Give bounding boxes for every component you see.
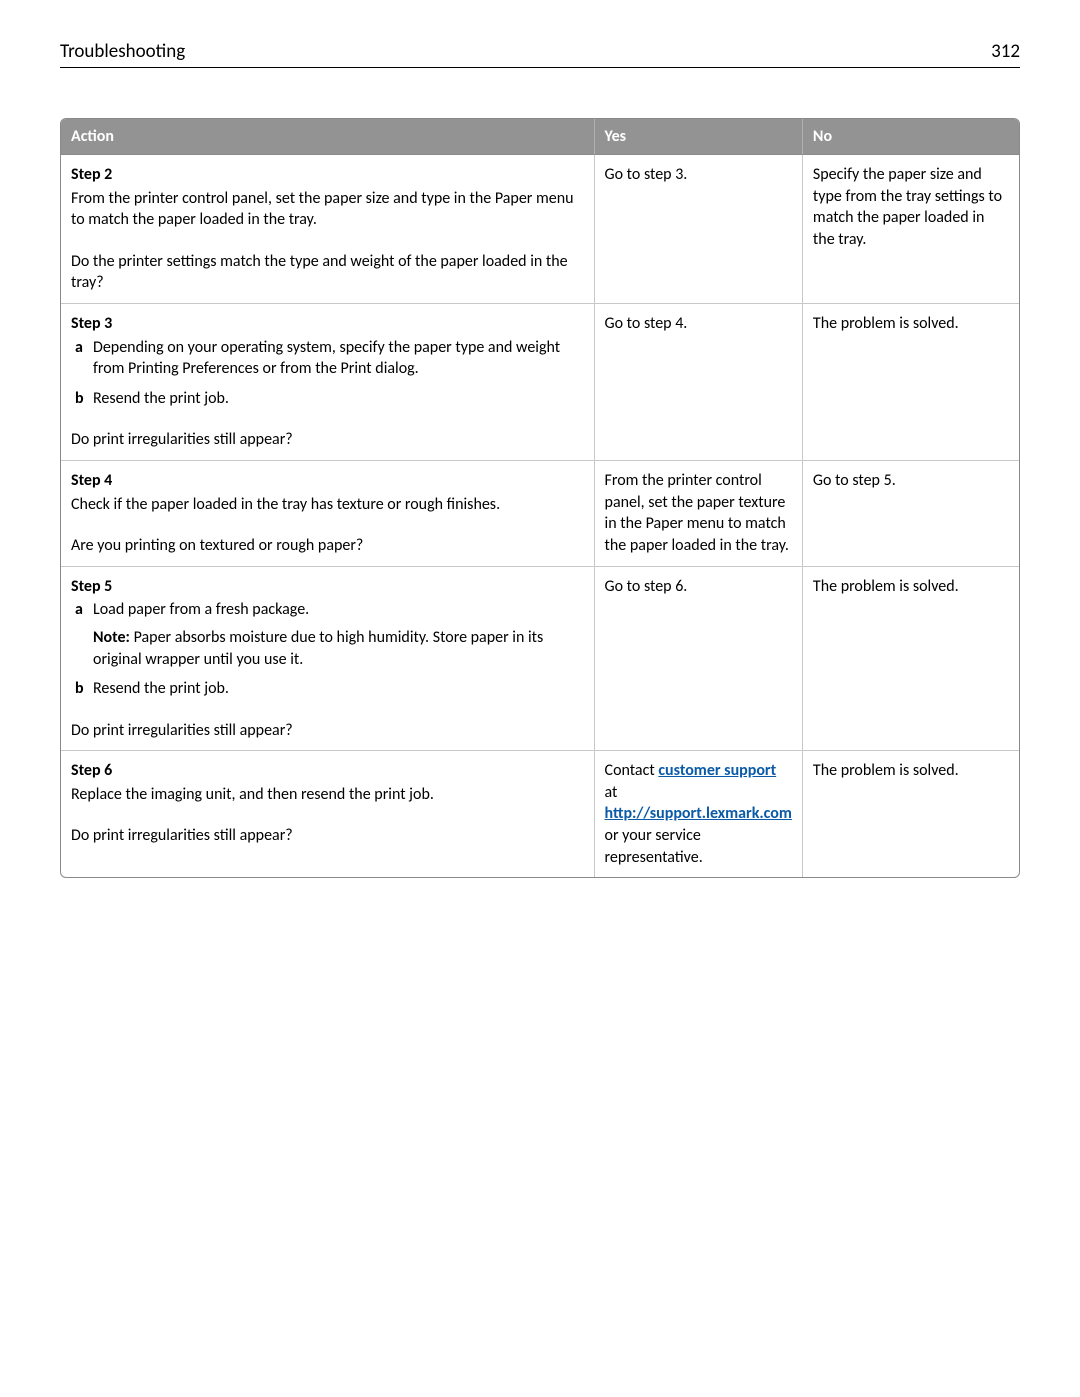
table-row: Step 4 Check if the paper loaded in the …	[61, 461, 1019, 567]
substeps-list: a Load paper from a fresh package. Note:…	[71, 599, 584, 699]
substep-text: Resend the print job.	[93, 678, 584, 700]
step-question: Do print irregularities still appear?	[71, 429, 584, 451]
no-cell: The problem is solved.	[803, 751, 1019, 877]
substep-marker: a	[71, 599, 93, 670]
substep-a-text: Load paper from a fresh package.	[93, 600, 309, 619]
yes-cell: Go to step 3.	[595, 155, 803, 304]
no-cell: Go to step 5.	[803, 461, 1019, 567]
yes-pre-text: Contact	[605, 761, 659, 780]
substeps-list: a Depending on your operating system, sp…	[71, 337, 584, 410]
no-cell: The problem is solved.	[803, 304, 1019, 461]
customer-support-link[interactable]: customer support	[658, 761, 776, 780]
action-cell: Step 3 a Depending on your operating sys…	[61, 304, 595, 461]
page-number: 312	[991, 40, 1020, 63]
yes-mid-text: at	[605, 783, 618, 802]
col-header-no: No	[803, 119, 1019, 155]
substep-b: b Resend the print job.	[71, 678, 584, 700]
yes-cell: Go to step 6.	[595, 567, 803, 752]
yes-cell: From the printer control panel, set the …	[595, 461, 803, 567]
substep-text: Depending on your operating system, spec…	[93, 337, 584, 380]
action-cell: Step 4 Check if the paper loaded in the …	[61, 461, 595, 567]
step-title: Step 5	[71, 576, 584, 598]
troubleshooting-table: Action Yes No Step 2 From the printer co…	[60, 118, 1020, 878]
substep-marker: b	[71, 678, 93, 700]
action-cell: Step 2 From the printer control panel, s…	[61, 155, 595, 304]
col-header-action: Action	[61, 119, 595, 155]
col-header-yes: Yes	[595, 119, 803, 155]
step-title: Step 3	[71, 313, 584, 335]
yes-cell: Contact customer support at http://suppo…	[595, 751, 803, 877]
step-question: Do the printer settings match the type a…	[71, 251, 584, 294]
table-row: Step 5 a Load paper from a fresh package…	[61, 567, 1019, 752]
page-header: Troubleshooting 312	[60, 40, 1020, 68]
step-question: Do print irregularities still appear?	[71, 720, 584, 742]
substep-text: Resend the print job.	[93, 388, 584, 410]
substep-text: Load paper from a fresh package. Note: P…	[93, 599, 584, 670]
substep-marker: b	[71, 388, 93, 410]
table-row: Step 2 From the printer control panel, s…	[61, 155, 1019, 304]
yes-cell: Go to step 4.	[595, 304, 803, 461]
substep-a: a Load paper from a fresh package. Note:…	[71, 599, 584, 670]
note-label: Note:	[93, 628, 130, 647]
note-text: Paper absorbs moisture due to high humid…	[93, 628, 543, 669]
step-title: Step 6	[71, 760, 584, 782]
table-header-row: Action Yes No	[61, 119, 1019, 155]
action-cell: Step 6 Replace the imaging unit, and the…	[61, 751, 595, 877]
table-row: Step 6 Replace the imaging unit, and the…	[61, 751, 1019, 877]
header-title: Troubleshooting	[60, 40, 185, 63]
substep-a: a Depending on your operating system, sp…	[71, 337, 584, 380]
step-body: From the printer control panel, set the …	[71, 188, 584, 231]
substep-marker: a	[71, 337, 93, 380]
substep-b: b Resend the print job.	[71, 388, 584, 410]
table-row: Step 3 a Depending on your operating sys…	[61, 304, 1019, 461]
note-block: Note: Paper absorbs moisture due to high…	[93, 627, 584, 670]
step-body: Check if the paper loaded in the tray ha…	[71, 494, 584, 516]
step-body: Replace the imaging unit, and then resen…	[71, 784, 584, 806]
action-cell: Step 5 a Load paper from a fresh package…	[61, 567, 595, 752]
step-question: Do print irregularities still appear?	[71, 825, 584, 847]
no-cell: Specify the paper size and type from the…	[803, 155, 1019, 304]
step-title: Step 2	[71, 164, 584, 186]
no-cell: The problem is solved.	[803, 567, 1019, 752]
step-question: Are you printing on textured or rough pa…	[71, 535, 584, 557]
support-url-link[interactable]: http://support.lexmark.com	[605, 804, 792, 823]
yes-post-text: or your service representative.	[605, 826, 703, 867]
step-title: Step 4	[71, 470, 584, 492]
